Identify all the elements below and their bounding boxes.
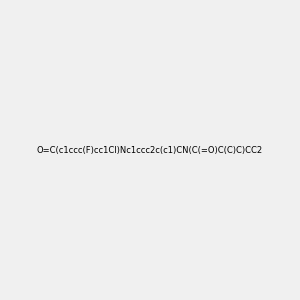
- Text: O=C(c1ccc(F)cc1Cl)Nc1ccc2c(c1)CN(C(=O)C(C)C)CC2: O=C(c1ccc(F)cc1Cl)Nc1ccc2c(c1)CN(C(=O)C(…: [37, 146, 263, 154]
